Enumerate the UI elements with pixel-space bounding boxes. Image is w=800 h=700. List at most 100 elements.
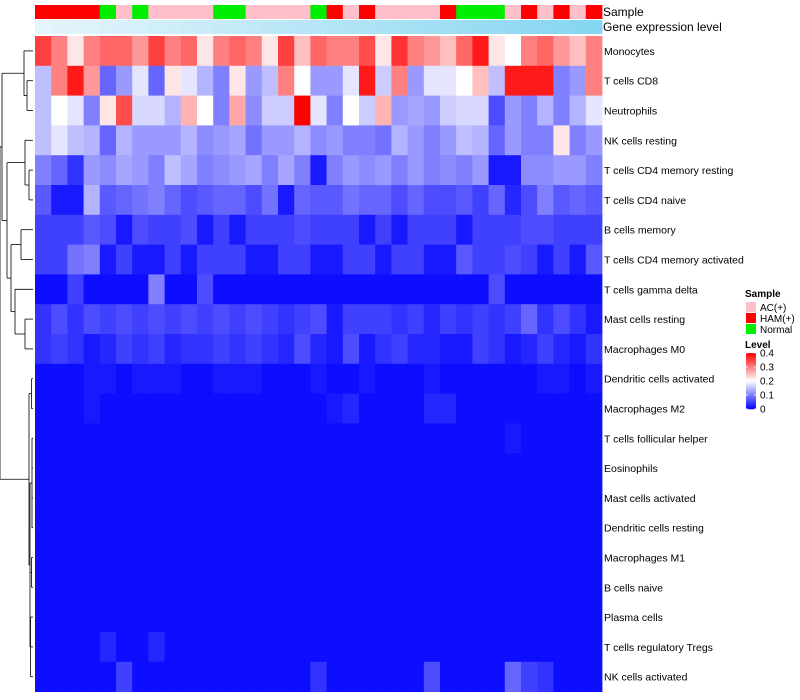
heatmap-cell <box>537 185 554 216</box>
level-legend-gradient-step <box>746 402 756 404</box>
heatmap-cell <box>213 274 230 305</box>
heatmap-cell <box>197 185 214 216</box>
heatmap-cell <box>407 602 425 633</box>
heatmap-cell <box>488 214 506 245</box>
level-legend-gradient-step <box>746 390 756 393</box>
heatmap-cell <box>456 512 473 543</box>
heatmap-cell <box>261 214 279 245</box>
heatmap-cell <box>294 512 311 543</box>
row-label: T cells regulatory Tregs <box>604 642 713 654</box>
heatmap-cell <box>407 542 425 573</box>
heatmap-cell <box>294 661 311 692</box>
heatmap-cell <box>472 632 489 663</box>
heatmap-cell <box>440 304 457 335</box>
heatmap-cell <box>180 36 198 67</box>
heatmap-cell <box>504 542 522 573</box>
heatmap-cell <box>180 393 198 424</box>
heatmap-cell <box>342 36 360 67</box>
heatmap-cell <box>278 542 295 573</box>
heatmap-cell <box>569 95 587 126</box>
heatmap-cell <box>521 36 538 67</box>
level-legend-gradient-step <box>746 353 756 355</box>
heatmap-cell <box>99 453 117 484</box>
heatmap-cell <box>294 304 311 335</box>
gene-expression-annotation-cell <box>488 20 506 34</box>
heatmap-cell <box>164 363 182 394</box>
heatmap-cell <box>488 304 506 335</box>
heatmap-cell <box>310 393 327 424</box>
heatmap-cell <box>456 393 473 424</box>
heatmap-cell <box>278 334 295 365</box>
heatmap-cell <box>504 632 522 663</box>
heatmap-cell <box>148 274 165 305</box>
row-labels: Monocytes T cells CD8 Neutrophils NK cells … <box>604 46 744 684</box>
heatmap-cell <box>391 125 408 156</box>
heatmap-cell <box>132 453 149 484</box>
heatmap-cell <box>213 36 230 67</box>
gene-expression-annotation-cell <box>521 20 538 34</box>
gene-expression-annotation-cell <box>359 20 376 34</box>
heatmap-cell <box>423 453 441 484</box>
row-label: Mast cells activated <box>604 493 696 505</box>
heatmap-cell <box>278 274 295 305</box>
heatmap-cell <box>148 661 165 692</box>
heatmap-cell <box>391 304 408 335</box>
gene-expression-annotation-cell <box>537 20 554 34</box>
heatmap-cell <box>51 65 68 96</box>
heatmap-cell <box>99 274 117 305</box>
heatmap-cell <box>148 214 165 245</box>
heatmap-cell <box>229 483 246 514</box>
sample-annotation-cell <box>132 5 149 19</box>
heatmap-cell <box>99 95 117 126</box>
heatmap-cell <box>294 632 311 663</box>
heatmap-cell <box>213 334 230 365</box>
row-label: Eosinophils <box>604 463 658 475</box>
heatmap-cell <box>423 363 441 394</box>
heatmap-cell <box>310 632 327 663</box>
heatmap-cell <box>488 185 506 216</box>
heatmap-cell <box>456 274 473 305</box>
heatmap-cell <box>569 244 587 275</box>
heatmap-cell <box>35 423 52 454</box>
heatmap-cell <box>294 214 311 245</box>
heatmap-cell <box>359 602 376 633</box>
heatmap-cell <box>67 125 84 156</box>
heatmap-cell <box>472 125 489 156</box>
row-label: T cells follicular helper <box>604 433 708 445</box>
heatmap-cell <box>342 304 360 335</box>
heatmap-cell <box>261 185 279 216</box>
sample-annotation-cell <box>278 5 295 19</box>
heatmap-cell <box>569 661 587 692</box>
heatmap-cell <box>294 542 311 573</box>
heatmap-cell <box>504 125 522 156</box>
heatmap-cell <box>83 363 101 394</box>
heatmap-cell <box>278 393 295 424</box>
heatmap-cell <box>132 214 149 245</box>
heatmap-cell <box>585 423 603 454</box>
heatmap-cell <box>245 95 263 126</box>
heatmap-cell <box>99 602 117 633</box>
heatmap-cell <box>456 65 473 96</box>
heatmap-cell <box>569 155 587 186</box>
heatmap-cell <box>229 185 246 216</box>
heatmap-cell <box>229 602 246 633</box>
heatmap-cell <box>569 214 587 245</box>
heatmap-cell <box>553 304 570 335</box>
heatmap-cell <box>342 65 360 96</box>
heatmap-cell <box>569 363 587 394</box>
heatmap-cell <box>407 155 425 186</box>
heatmap-cell <box>521 393 538 424</box>
heatmap-cell <box>585 274 603 305</box>
gene-expression-annotation-cell <box>456 20 473 34</box>
heatmap-cell <box>537 453 554 484</box>
heatmap-cell <box>423 602 441 633</box>
heatmap-cell <box>116 334 133 365</box>
heatmap-cell <box>375 155 392 186</box>
sample-annotation-track <box>35 5 603 19</box>
sample-legend-swatch <box>746 302 756 312</box>
heatmap-cell <box>310 274 327 305</box>
heatmap-cell <box>553 274 570 305</box>
heatmap-cell <box>213 602 230 633</box>
heatmap-cell <box>342 602 360 633</box>
level-legend-gradient-step <box>746 357 756 359</box>
